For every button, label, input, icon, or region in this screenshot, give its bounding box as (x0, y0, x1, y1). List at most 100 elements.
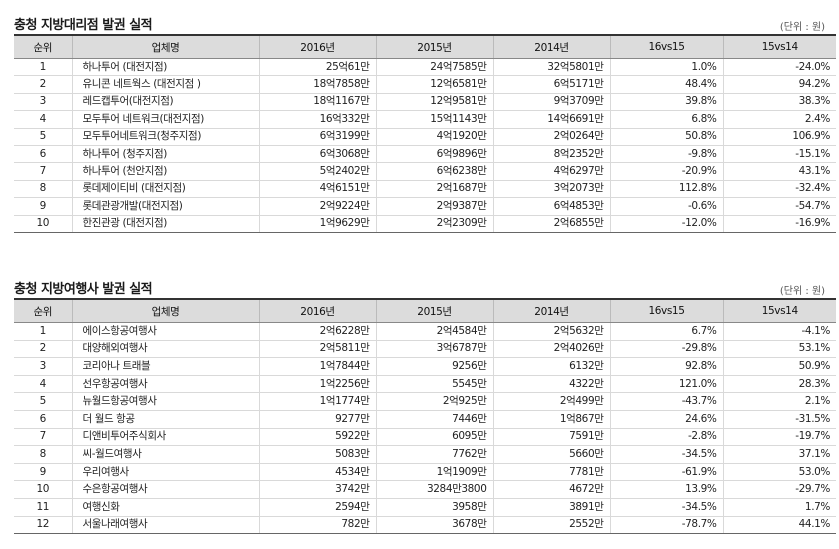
company-name-cell: 유니콘 네트웍스 (대전지점 ) (71, 75, 259, 94)
year-2015-cell: 3958만 (375, 498, 493, 517)
year-2016-cell: 16억332만 (258, 110, 376, 129)
rank-cell: 1 (14, 322, 72, 341)
year-2015-cell: 5545만 (375, 375, 493, 394)
change-15vs14-cell: -15.1% (722, 145, 836, 164)
year-2016-cell: 1억1774만 (258, 392, 376, 411)
column-header: 2015년 (375, 34, 493, 59)
table-row: 8 씨-월드여행사 5083만 7762만 5660만 -34.5% 37.1% (14, 445, 836, 464)
year-2014-cell: 2552만 (492, 516, 610, 535)
section-title: 충청 지방여행사 발권 실적 (14, 282, 153, 297)
change-16vs15-cell: 39.8% (609, 93, 723, 112)
company-name-cell: 씨-월드여행사 (71, 445, 259, 464)
table-row: 7 디앤비투어주식회사 5922만 6095만 7591만 -2.8% -19.7% (14, 428, 836, 447)
change-15vs14-cell: -24.0% (722, 58, 836, 77)
table-body: 1 하나투어 (대전지점) 25억61만 24억7585만 32억5801만 1.0% -2… (14, 58, 836, 233)
year-2016-cell: 2억6228만 (258, 322, 376, 341)
change-16vs15-cell: -20.9% (609, 162, 723, 181)
year-2014-cell: 4322만 (492, 375, 610, 394)
year-2016-cell: 4534만 (258, 463, 376, 482)
company-name-cell: 하나투어 (대전지점) (71, 58, 259, 77)
table-row: 3 코리아나 트래블 1억7844만 9256만 6132만 92.8% 50.9% (14, 357, 836, 376)
change-16vs15-cell: -34.5% (609, 498, 723, 517)
year-2015-cell: 2억4584만 (375, 322, 493, 341)
table-row: 4 선우항공여행사 1억2256만 5545만 4322만 121.0% 28.3% (14, 375, 836, 394)
table-row: 7 하나투어 (천안지점) 5억2402만 6억6238만 4억6297만 -20.9% 4… (14, 162, 836, 181)
section-header: 충청 지방여행사 발권 실적 (단위 : 원) (14, 272, 825, 298)
year-2014-cell: 2억5632만 (492, 322, 610, 341)
table-row: 10 한진관광 (대전지점) 1억9629만 2억2309만 2억6855만 -12.0%… (14, 215, 836, 233)
year-2014-cell: 2억4026만 (492, 340, 610, 359)
year-2015-cell: 6억9896만 (375, 145, 493, 164)
year-2015-cell: 15억1143만 (375, 110, 493, 129)
column-header: 업체명 (71, 298, 259, 323)
section-header: 충청 지방대리점 발권 실적 (단위 : 원) (14, 8, 825, 34)
change-15vs14-cell: -16.9% (722, 215, 836, 233)
column-header: 2016년 (258, 34, 376, 59)
column-header: 2014년 (492, 34, 610, 59)
year-2015-cell: 24억7585만 (375, 58, 493, 77)
year-2016-cell: 5922만 (258, 428, 376, 447)
year-2016-cell: 1억9629만 (258, 215, 376, 233)
rank-cell: 8 (14, 445, 72, 464)
year-2014-cell: 3억2073만 (492, 180, 610, 199)
company-name-cell: 디앤비투어주식회사 (71, 428, 259, 447)
year-2016-cell: 2억5811만 (258, 340, 376, 359)
table-row: 11 여행신화 2594만 3958만 3891만 -34.5% 1.7% (14, 498, 836, 517)
year-2015-cell: 3억6787만 (375, 340, 493, 359)
year-2014-cell: 32억5801만 (492, 58, 610, 77)
change-16vs15-cell: -43.7% (609, 392, 723, 411)
year-2015-cell: 2억1687만 (375, 180, 493, 199)
year-2016-cell: 4억6151만 (258, 180, 376, 199)
rank-cell: 7 (14, 162, 72, 181)
rank-cell: 4 (14, 110, 72, 129)
year-2014-cell: 7781만 (492, 463, 610, 482)
rank-cell: 2 (14, 340, 72, 359)
change-15vs14-cell: 53.0% (722, 463, 836, 482)
year-2015-cell: 6095만 (375, 428, 493, 447)
table-row: 6 하나투어 (청주지점) 6억3068만 6억9896만 8억2352만 -9.8% -1… (14, 145, 836, 164)
change-16vs15-cell: 6.7% (609, 322, 723, 341)
rank-cell: 5 (14, 392, 72, 411)
change-15vs14-cell: 1.7% (722, 498, 836, 517)
change-16vs15-cell: -29.8% (609, 340, 723, 359)
section-title: 충청 지방대리점 발권 실적 (14, 18, 153, 33)
year-2014-cell: 7591만 (492, 428, 610, 447)
year-2015-cell: 9256만 (375, 357, 493, 376)
change-16vs15-cell: -12.0% (609, 215, 723, 233)
change-16vs15-cell: 24.6% (609, 410, 723, 429)
rank-cell: 2 (14, 75, 72, 94)
year-2014-cell: 8억2352만 (492, 145, 610, 164)
change-16vs15-cell: 121.0% (609, 375, 723, 394)
company-name-cell: 우리여행사 (71, 463, 259, 482)
rank-cell: 6 (14, 145, 72, 164)
year-2014-cell: 3891만 (492, 498, 610, 517)
column-header: 16vs15 (609, 34, 723, 59)
change-16vs15-cell: 48.4% (609, 75, 723, 94)
company-name-cell: 모두투어네트워크(청주지점) (71, 128, 259, 146)
year-2014-cell: 9억3709만 (492, 93, 610, 112)
agency-branch-section: 충청 지방대리점 발권 실적 (단위 : 원) 순위 업체명 2016년 2015년 2… (14, 8, 836, 233)
rank-cell: 11 (14, 498, 72, 517)
column-header: 순위 (14, 34, 72, 59)
year-2015-cell: 3678만 (375, 516, 493, 535)
change-15vs14-cell: 44.1% (722, 516, 836, 535)
table-body: 1 에이스항공여행사 2억6228만 2억4584만 2억5632만 6.7% -4.1% 2… (14, 322, 836, 535)
year-2015-cell: 2억925만 (375, 392, 493, 411)
rank-cell: 10 (14, 480, 72, 499)
change-15vs14-cell: 28.3% (722, 375, 836, 394)
change-16vs15-cell: -78.7% (609, 516, 723, 535)
travel-agency-section: 충청 지방여행사 발권 실적 (단위 : 원) 순위 업체명 2016년 2015년 2… (14, 272, 836, 535)
change-16vs15-cell: -9.8% (609, 145, 723, 164)
year-2016-cell: 2억9224만 (258, 197, 376, 216)
change-15vs14-cell: 50.9% (722, 357, 836, 376)
change-16vs15-cell: 1.0% (609, 58, 723, 77)
change-16vs15-cell: -34.5% (609, 445, 723, 464)
year-2016-cell: 3742만 (258, 480, 376, 499)
change-15vs14-cell: -54.7% (722, 197, 836, 216)
year-2016-cell: 1억7844만 (258, 357, 376, 376)
change-15vs14-cell: 2.4% (722, 110, 836, 129)
table-row: 9 우리여행사 4534만 1억1909만 7781만 -61.9% 53.0% (14, 463, 836, 482)
table-row: 9 롯데관광개발(대전지점) 2억9224만 2억9387만 6억4853만 -0.6% -… (14, 197, 836, 216)
rank-cell: 8 (14, 180, 72, 199)
